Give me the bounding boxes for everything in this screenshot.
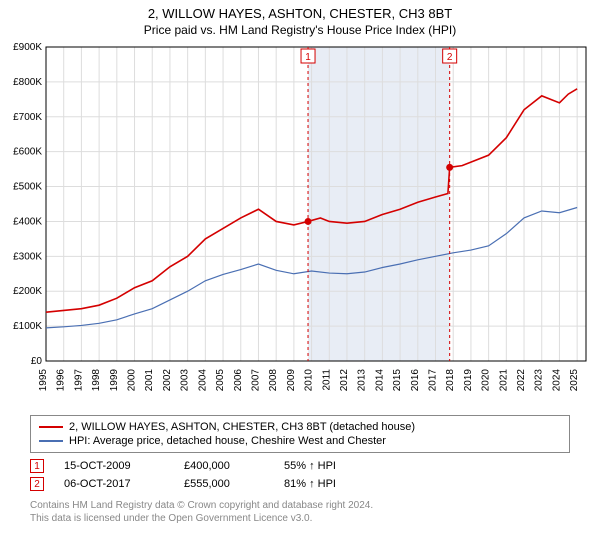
legend-swatch-price [39,426,63,428]
svg-text:2005: 2005 [215,369,226,392]
page-title: 2, WILLOW HAYES, ASHTON, CHESTER, CH3 8B… [0,0,600,21]
legend-item: 2, WILLOW HAYES, ASHTON, CHESTER, CH3 8B… [39,420,561,434]
footer-line: Contains HM Land Registry data © Crown c… [30,499,570,512]
svg-text:1996: 1996 [56,369,67,392]
svg-text:2007: 2007 [250,369,261,392]
sale-date: 06-OCT-2017 [64,478,164,490]
svg-text:1997: 1997 [73,369,84,392]
svg-text:2001: 2001 [144,369,155,392]
svg-text:£0: £0 [31,356,43,367]
svg-text:1998: 1998 [91,369,102,392]
svg-text:1999: 1999 [109,369,120,392]
legend-label: 2, WILLOW HAYES, ASHTON, CHESTER, CH3 8B… [69,421,415,433]
svg-text:2008: 2008 [268,369,279,392]
svg-text:2019: 2019 [463,369,474,392]
sales-table: 1 15-OCT-2009 £400,000 55% ↑ HPI 2 06-OC… [30,457,570,493]
svg-text:2011: 2011 [321,369,332,391]
svg-text:£300K: £300K [13,251,42,262]
sale-row: 2 06-OCT-2017 £555,000 81% ↑ HPI [30,475,570,493]
legend-item: HPI: Average price, detached house, Ches… [39,434,561,448]
page-subtitle: Price paid vs. HM Land Registry's House … [0,21,600,41]
sale-marker-2: 2 [30,477,44,491]
price-chart: £0 £100K £200K £300K £400K £500K £600K £700K £80… [0,41,600,411]
svg-text:2010: 2010 [304,369,315,392]
svg-text:2014: 2014 [374,369,385,392]
sale-vs-hpi: 81% ↑ HPI [284,478,336,490]
legend: 2, WILLOW HAYES, ASHTON, CHESTER, CH3 8B… [30,415,570,453]
footer: Contains HM Land Registry data © Crown c… [30,499,570,525]
footer-line: This data is licensed under the Open Gov… [30,512,570,525]
svg-text:2023: 2023 [534,369,545,392]
svg-text:2016: 2016 [410,369,421,392]
svg-text:£600K: £600K [13,147,42,158]
svg-text:1: 1 [305,52,311,63]
svg-text:2004: 2004 [197,369,208,392]
legend-swatch-hpi [39,440,63,442]
svg-text:2003: 2003 [180,369,191,392]
svg-text:2015: 2015 [392,369,403,392]
svg-text:2006: 2006 [233,369,244,392]
svg-text:2021: 2021 [498,369,509,392]
svg-text:1995: 1995 [38,369,49,392]
svg-text:2002: 2002 [162,369,173,392]
svg-text:2018: 2018 [445,369,456,392]
svg-text:2009: 2009 [286,369,297,392]
sale-marker-1: 1 [30,459,44,473]
svg-text:£900K: £900K [13,42,42,53]
svg-text:2024: 2024 [551,369,562,392]
sale-price: £400,000 [184,460,264,472]
svg-text:2025: 2025 [569,369,580,392]
svg-text:£400K: £400K [13,216,42,227]
svg-text:£800K: £800K [13,77,42,88]
sale-vs-hpi: 55% ↑ HPI [284,460,336,472]
svg-text:£700K: £700K [13,112,42,123]
svg-text:2000: 2000 [127,369,138,392]
svg-text:£100K: £100K [13,321,42,332]
svg-text:£500K: £500K [13,182,42,193]
svg-text:2012: 2012 [339,369,350,392]
svg-text:£200K: £200K [13,286,42,297]
legend-label: HPI: Average price, detached house, Ches… [69,435,386,447]
svg-text:2: 2 [447,52,453,63]
sale-date: 15-OCT-2009 [64,460,164,472]
svg-text:2020: 2020 [481,369,492,392]
svg-text:2017: 2017 [428,369,439,392]
sale-row: 1 15-OCT-2009 £400,000 55% ↑ HPI [30,457,570,475]
svg-text:2022: 2022 [516,369,527,392]
sale-price: £555,000 [184,478,264,490]
svg-text:2013: 2013 [357,369,368,392]
